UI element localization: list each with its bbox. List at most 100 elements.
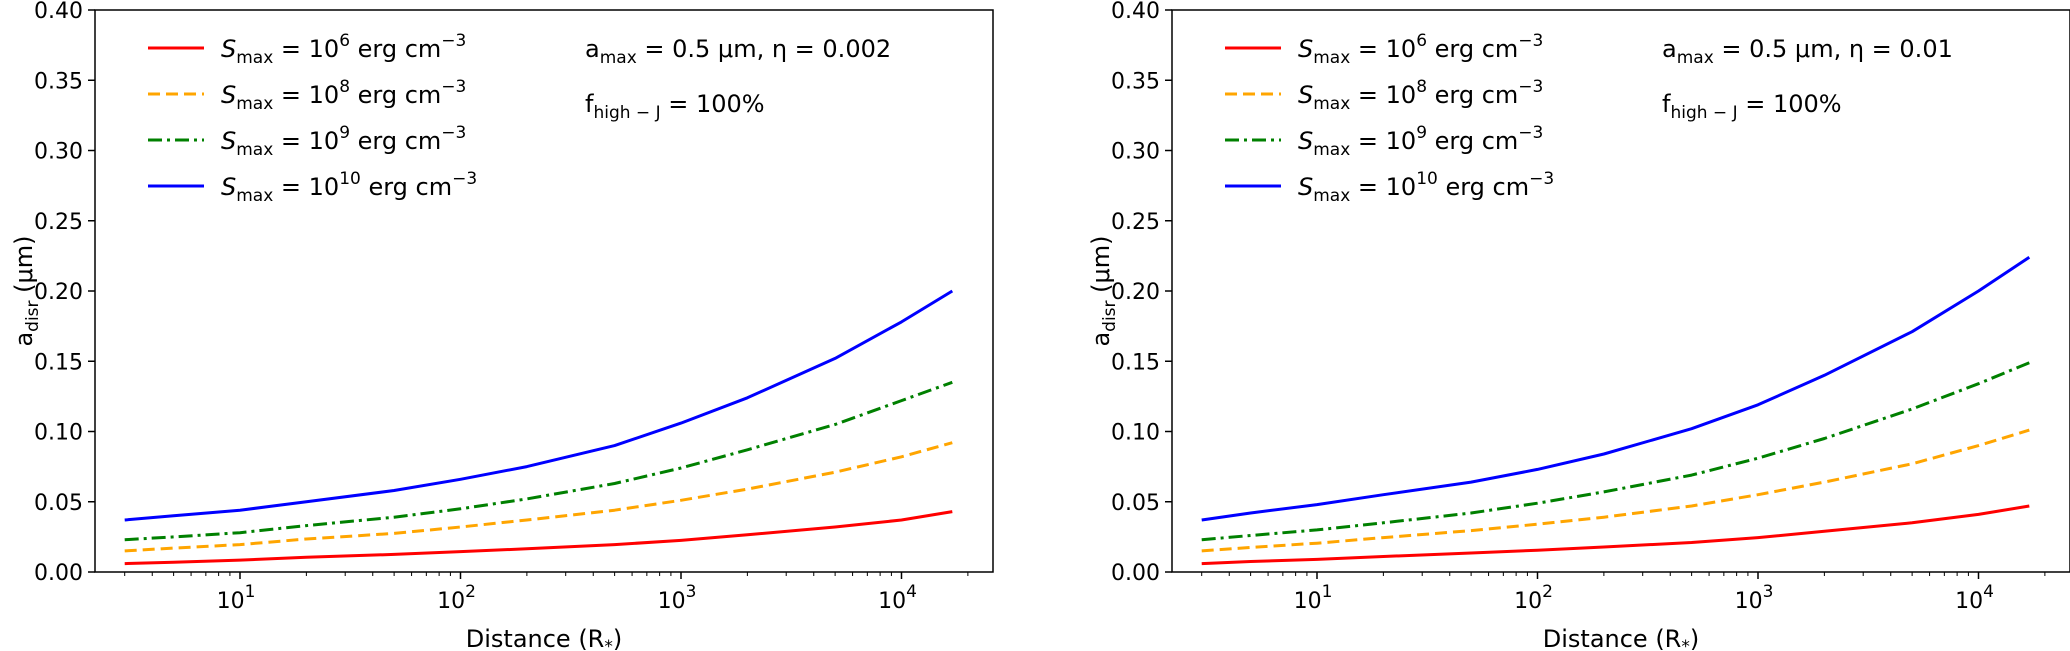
legend-subscript: max [1313, 94, 1350, 114]
legend-unit: erg cm [350, 35, 441, 63]
x-tick-label: 104 [1955, 582, 1994, 614]
legend-unit-exponent: −3 [441, 31, 466, 51]
annotation-amax-eta: amax = 0.5 μm, η = 0.002 [585, 35, 891, 68]
y-axis-label: adisr (μm) [1087, 235, 1120, 346]
legend-entry-3: Smax = 1010 erg cm−3 [221, 169, 477, 206]
legend-symbol: S [221, 35, 236, 63]
annotation-symbol: f [1662, 90, 1671, 118]
x-tick-base: 10 [217, 589, 245, 614]
legend-equals: = 10 [1350, 173, 1416, 201]
annotation-value: = 100% [1738, 90, 1842, 118]
series-line-2 [124, 380, 953, 542]
legend-exponent: 10 [1416, 169, 1438, 189]
legend-exponent: 6 [339, 31, 350, 51]
y-tick-label: 0.20 [1111, 280, 1160, 305]
legend-equals: = 10 [1350, 81, 1416, 109]
x-tick-label: 103 [658, 582, 697, 614]
legend-unit-exponent: −3 [1518, 123, 1543, 143]
legend-subscript: max [1313, 186, 1350, 206]
legend-unit: erg cm [1427, 81, 1518, 109]
legend-symbol: S [1298, 81, 1313, 109]
annotation-subscript: max [1677, 48, 1714, 68]
x-axis-label-main: Distance (R [466, 625, 605, 651]
series-line-2 [1201, 361, 2030, 542]
legend-symbol: S [1298, 127, 1313, 155]
y-axis-label-unit: (μm) [1087, 235, 1115, 300]
y-tick-label: 0.10 [1111, 421, 1160, 446]
y-tick-label: 0.05 [34, 491, 83, 516]
annotation-value: = 0.5 μm, η = 0.002 [637, 35, 891, 63]
y-tick-label: 0.30 [1111, 140, 1160, 165]
y-tick-label: 0.00 [34, 561, 83, 586]
y-tick-label: 0.40 [1111, 0, 1160, 24]
annotation-symbol: a [1662, 35, 1677, 63]
legend-unit: erg cm [1438, 173, 1529, 201]
legend-symbol: S [221, 173, 236, 201]
series-line-3 [124, 289, 954, 522]
legend-exponent: 6 [1416, 31, 1427, 51]
legend-subscript: max [236, 48, 273, 68]
legend-symbol: S [1298, 173, 1313, 201]
x-tick-label: 104 [878, 582, 917, 614]
legend-entry-0: Smax = 106 erg cm−3 [1298, 31, 1543, 68]
legend-unit-exponent: −3 [441, 77, 466, 97]
x-axis-label-close: ) [613, 625, 622, 651]
legend-equals: = 10 [273, 127, 339, 155]
legend-exponent: 8 [339, 77, 350, 97]
legend-subscript: max [236, 140, 273, 160]
y-tick-label: 0.25 [1111, 210, 1160, 235]
annotation-symbol: f [585, 90, 594, 118]
annotation-fhighj: fhigh − J = 100% [585, 90, 765, 123]
series-line-1 [1201, 428, 2030, 553]
annotation-subscript: high − J [1670, 103, 1737, 123]
y-tick-label: 0.35 [34, 69, 83, 94]
x-tick-label: 101 [217, 582, 256, 614]
legend-entry-2: Smax = 109 erg cm−3 [1298, 123, 1543, 160]
x-tick-base: 10 [1735, 589, 1763, 614]
legend-unit-exponent: −3 [441, 123, 466, 143]
x-tick-base: 10 [437, 589, 465, 614]
legend-equals: = 10 [273, 81, 339, 109]
x-tick-base: 10 [1514, 589, 1542, 614]
y-axis-label-unit: (μm) [10, 235, 38, 300]
y-tick-label: 0.10 [34, 421, 83, 446]
y-tick-label: 0.25 [34, 210, 83, 235]
y-tick-label: 0.30 [34, 140, 83, 165]
y-tick-label: 0.20 [34, 280, 83, 305]
x-tick-exponent: 4 [906, 582, 917, 602]
x-tick-base: 10 [1294, 589, 1322, 614]
x-tick-base: 10 [1955, 589, 1983, 614]
y-tick-label: 0.15 [1111, 350, 1160, 375]
annotation-amax-eta: amax = 0.5 μm, η = 0.01 [1662, 35, 1953, 68]
series-line-1 [124, 441, 953, 553]
x-tick-label: 103 [1735, 582, 1774, 614]
x-tick-exponent: 2 [1542, 582, 1553, 602]
x-axis-label: Distance (R*) [466, 625, 622, 651]
legend-subscript: max [236, 186, 273, 206]
x-tick-exponent: 4 [1983, 582, 1994, 602]
legend-unit: erg cm [350, 127, 441, 155]
legend-equals: = 10 [273, 35, 339, 63]
legend-equals: = 10 [1350, 127, 1416, 155]
legend-unit-exponent: −3 [1518, 31, 1543, 51]
x-axis-label-close: ) [1690, 625, 1699, 651]
x-axis-label-main: Distance (R [1543, 625, 1682, 651]
x-tick-label: 102 [1514, 582, 1553, 614]
x-tick-exponent: 3 [1763, 582, 1774, 602]
legend-unit-exponent: −3 [452, 169, 477, 189]
legend-unit: erg cm [1427, 35, 1518, 63]
y-axis-label: adisr (μm) [10, 235, 43, 346]
annotation-value: = 100% [661, 90, 765, 118]
legend-entry-1: Smax = 108 erg cm−3 [1298, 77, 1543, 114]
series-line-3 [1201, 256, 2031, 522]
y-tick-label: 0.00 [1111, 561, 1160, 586]
x-tick-exponent: 1 [245, 582, 256, 602]
y-axis-label-main: a [10, 332, 38, 347]
y-axis-label-main: a [1087, 332, 1115, 347]
legend-entry-1: Smax = 108 erg cm−3 [221, 77, 466, 114]
legend-symbol: S [1298, 35, 1313, 63]
y-tick-label: 0.15 [34, 350, 83, 375]
